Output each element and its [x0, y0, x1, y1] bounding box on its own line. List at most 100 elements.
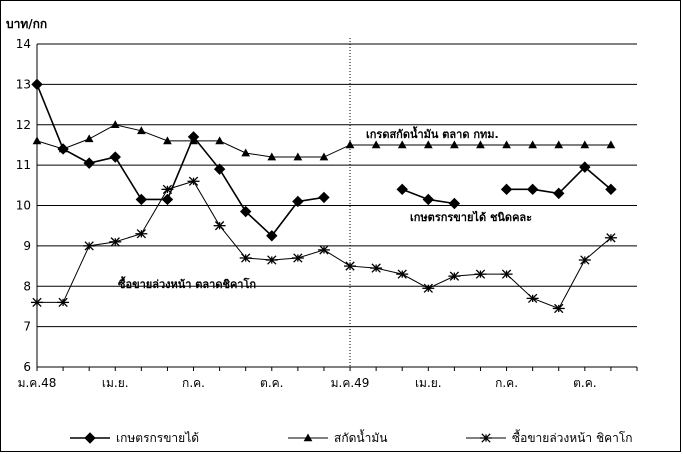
x-tick-label: ม.ค.49 — [331, 376, 370, 390]
data-point-1-14 — [397, 140, 407, 149]
y-axis-unit-label: บาท/กก — [6, 17, 47, 31]
data-point-0-10 — [292, 195, 304, 208]
data-point-0-3 — [109, 151, 121, 163]
data-point-1-4 — [136, 126, 146, 135]
data-point-2-1 — [57, 297, 70, 308]
data-point-0-2 — [83, 157, 95, 169]
y-tick-label: 12 — [16, 118, 31, 132]
data-point-2-13 — [370, 263, 383, 273]
data-point-1-18 — [502, 140, 511, 149]
data-point-1-21 — [580, 140, 590, 149]
data-point-2-15 — [422, 283, 435, 293]
x-tick-label: ม.ค.48 — [18, 376, 57, 390]
legend-item-1: สกัดน้ำมัน — [288, 429, 387, 445]
x-tick-label: ก.ค. — [182, 376, 205, 390]
data-point-2-18 — [500, 269, 513, 279]
data-point-0-4 — [135, 193, 148, 206]
y-tick-label: 11 — [16, 158, 31, 172]
x-tick-label: ต.ค. — [260, 376, 283, 390]
x-tick-label: เม.ย. — [415, 376, 442, 390]
legend-marker-2 — [480, 433, 492, 443]
legend-item-2: ซื้อขายล่วงหน้า ชิคาโก — [466, 429, 633, 445]
data-point-2-5 — [161, 184, 174, 195]
data-point-1-3 — [110, 120, 120, 129]
data-point-2-17 — [474, 269, 487, 279]
y-tick-label: 6 — [23, 360, 31, 374]
series-2 — [31, 176, 617, 314]
data-point-0-21 — [579, 161, 591, 173]
legend-label-2: ซื้อขายล่วงหน้า ชิคาโก — [512, 429, 633, 445]
y-tick-label: 10 — [16, 199, 31, 213]
x-tick-label: ก.ค. — [495, 376, 518, 390]
legend-label-1: สกัดน้ำมัน — [334, 429, 387, 445]
data-point-0-0 — [31, 78, 43, 91]
data-point-1-19 — [528, 140, 538, 149]
data-point-0-16 — [448, 197, 461, 210]
y-tick-label: 8 — [23, 279, 31, 293]
y-tick-label: 9 — [23, 239, 31, 253]
data-point-2-2 — [83, 241, 96, 251]
data-point-1-22 — [606, 140, 616, 149]
data-point-0-18 — [500, 183, 513, 196]
legend-label-0: เกษตรกรขายได้ — [116, 431, 199, 445]
series-line-1 — [36, 124, 611, 158]
data-point-0-20 — [553, 187, 565, 200]
data-point-1-16 — [450, 140, 459, 149]
legend-marker-0 — [84, 432, 96, 444]
y-tick-label: 13 — [16, 77, 31, 91]
data-point-1-9 — [267, 152, 277, 161]
data-point-2-9 — [265, 255, 278, 265]
data-point-1-2 — [84, 134, 94, 143]
data-point-1-12 — [345, 140, 355, 149]
data-point-0-8 — [239, 205, 252, 218]
data-point-1-11 — [319, 152, 329, 161]
series-line-0 — [36, 84, 325, 237]
data-point-0-15 — [422, 193, 435, 206]
annotation-farmer-price: เกษตรกรขายได้ ชนิดคละ — [410, 210, 532, 224]
data-point-1-0 — [32, 136, 42, 145]
data-point-1-10 — [293, 152, 303, 161]
data-point-2-3 — [109, 237, 122, 247]
data-point-2-21 — [578, 255, 591, 265]
legend: เกษตรกรขายได้ สกัดน้ำมัน ซื้อขายล่วงหน้า ช… — [70, 429, 633, 445]
data-point-2-11 — [317, 245, 330, 255]
data-point-0-14 — [396, 183, 408, 196]
data-point-1-8 — [241, 148, 251, 157]
annotation-extraction-grade: เกรดสกัดน้ำมัน ตลาด กทม. — [366, 126, 499, 141]
data-point-1-5 — [163, 136, 172, 145]
data-point-1-20 — [554, 140, 564, 149]
data-point-1-7 — [215, 136, 224, 145]
x-tick-label: ต.ค. — [573, 376, 596, 390]
y-tick-label: 14 — [16, 37, 31, 51]
data-point-1-1 — [58, 144, 68, 153]
data-point-0-19 — [526, 183, 539, 196]
data-point-0-22 — [605, 183, 617, 196]
data-point-2-12 — [344, 261, 357, 271]
data-point-0-5 — [161, 193, 174, 206]
data-point-2-8 — [239, 253, 252, 263]
data-point-2-6 — [187, 176, 200, 186]
data-point-2-4 — [135, 229, 148, 239]
data-point-2-14 — [396, 269, 409, 279]
data-point-2-20 — [552, 303, 565, 314]
data-point-0-9 — [266, 230, 278, 242]
data-point-2-16 — [448, 271, 461, 281]
data-point-1-15 — [423, 140, 433, 149]
data-point-1-17 — [476, 140, 485, 149]
x-tick-label: เม.ย. — [102, 376, 129, 390]
data-point-2-10 — [291, 253, 304, 263]
data-point-2-19 — [526, 293, 539, 304]
series-1 — [32, 120, 616, 161]
data-point-2-7 — [213, 221, 226, 231]
data-point-0-11 — [318, 191, 330, 204]
data-point-2-22 — [604, 233, 617, 243]
legend-marker-1 — [303, 433, 313, 442]
data-point-1-13 — [371, 140, 381, 149]
series-0 — [31, 78, 617, 242]
data-point-0-7 — [213, 163, 226, 175]
data-point-2-0 — [31, 297, 43, 308]
annotation-chicago-futures: ซื้อขายล่วงหน้า ตลาดชิคาโก — [118, 276, 256, 291]
y-tick-label: 7 — [23, 320, 31, 334]
